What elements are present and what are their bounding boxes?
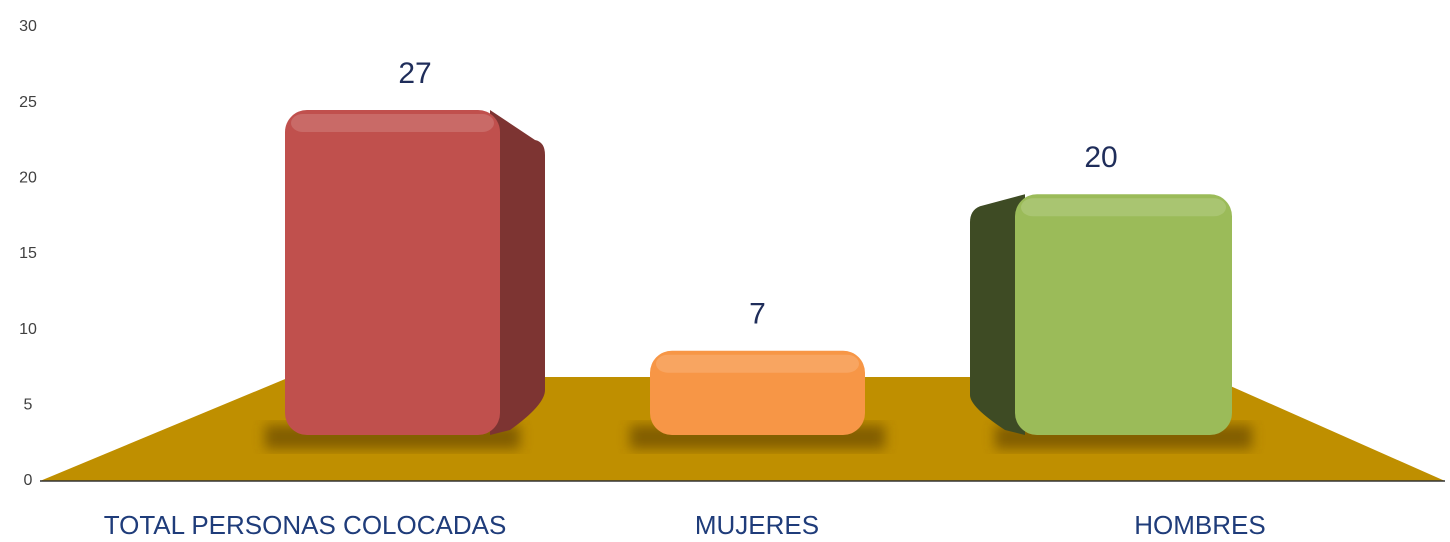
bar-highlight [291,114,494,132]
bar [650,350,865,435]
bar-side [490,110,545,435]
bar-highlight [1021,198,1226,217]
data-label: 20 [1084,141,1117,174]
y-tick-label: 30 [19,18,37,35]
data-label: 7 [749,298,766,331]
y-tick-label: 20 [19,170,37,187]
data-label: 27 [398,57,431,90]
bar-highlight [656,354,859,373]
bar [285,110,500,435]
bar-side [970,194,1025,435]
x-tick-label: MUJERES [695,510,819,540]
y-tick-label: 0 [24,472,33,489]
bar [1015,194,1232,435]
x-tick-label: TOTAL PERSONAS COLOCADAS [104,510,507,540]
y-tick-label: 5 [24,397,33,414]
y-tick-label: 15 [19,245,37,262]
x-tick-label: HOMBRES [1134,510,1265,540]
y-tick-label: 25 [19,94,37,111]
y-tick-label: 10 [19,321,37,338]
